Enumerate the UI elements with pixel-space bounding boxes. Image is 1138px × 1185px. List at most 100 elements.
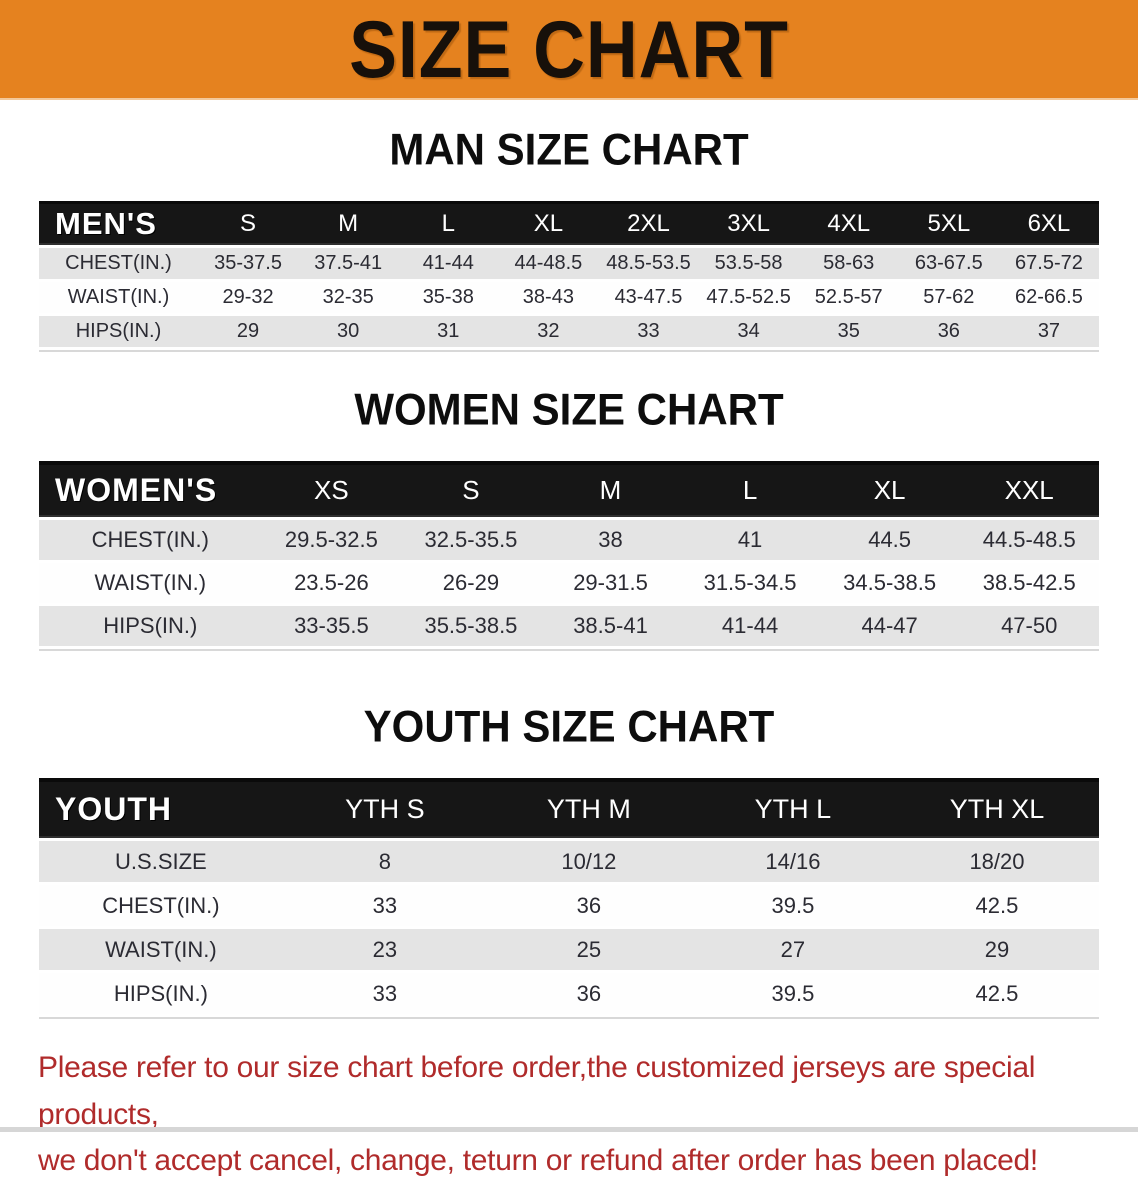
size-value-cell: 41-44 bbox=[721, 613, 779, 638]
size-value-cell: 41-44 bbox=[422, 252, 474, 274]
disclaimer-line-1: Please refer to our size chart before or… bbox=[38, 1051, 1036, 1131]
size-value-cell: 25 bbox=[576, 936, 602, 962]
disclaimer-line-2: we don't accept cancel, change, teturn o… bbox=[38, 1144, 1038, 1177]
size-column-header: 4XL bbox=[798, 201, 899, 245]
size-value-cell: 43-47.5 bbox=[614, 286, 683, 308]
size-column-header: YTH XL bbox=[894, 778, 1099, 838]
size-value-cell: 29-31.5 bbox=[573, 570, 648, 595]
size-chart-content: MAN SIZE CHART MEN'S S M L XL 2XL 3XL 4XL 5XL 6XL… bbox=[0, 125, 1138, 1019]
youth-size-table-wrap: YOUTH YTH S YTH M YTH L YTH XL U.S.SIZE 8 10/12… bbox=[39, 775, 1099, 1019]
size-value-cell: 35-37.5 bbox=[214, 252, 282, 274]
size-value-cell: 23.5-26 bbox=[294, 570, 369, 595]
size-column-header: S bbox=[401, 461, 541, 517]
size-value-cell: 38.5-42.5 bbox=[982, 570, 1076, 595]
size-column-header: L bbox=[680, 461, 820, 517]
size-value-cell: 44-48.5 bbox=[514, 252, 583, 274]
size-value-cell: 41 bbox=[737, 527, 763, 552]
measurement-row-label: HIPS(IN.) bbox=[103, 613, 198, 638]
order-disclaimer: Please refer to our size chart before or… bbox=[0, 1045, 1138, 1185]
size-column-header: YTH L bbox=[690, 778, 895, 838]
men-size-section: MAN SIZE CHART MEN'S S M L XL 2XL 3XL 4XL 5XL 6XL… bbox=[0, 125, 1138, 352]
size-column-header: XS bbox=[261, 461, 402, 517]
measurement-row-label: WAIST(IN.) bbox=[94, 570, 207, 595]
measurement-row: HIPS(IN.) 33-35.5 35.5-38.5 38.5-41 41-44 44-… bbox=[39, 606, 1099, 646]
size-value-cell: 29-32 bbox=[222, 286, 274, 308]
size-value-cell: 53.5-58 bbox=[714, 252, 783, 274]
size-value-cell: 36 bbox=[576, 892, 602, 918]
size-value-cell: 35 bbox=[837, 320, 860, 342]
measurement-row: HIPS(IN.) 29 30 31 32 33 34 35 36 37 bbox=[39, 316, 1099, 347]
size-value-cell: 47.5-52.5 bbox=[706, 286, 791, 308]
size-column-header: 3XL bbox=[698, 201, 799, 245]
measurement-row-label: HIPS(IN.) bbox=[113, 980, 208, 1006]
measurement-row: CHEST(IN.) 33 36 39.5 42.5 bbox=[39, 885, 1099, 926]
size-value-cell: 33 bbox=[372, 892, 398, 918]
size-value-cell: 48.5-53.5 bbox=[606, 252, 691, 274]
size-value-cell: 38 bbox=[598, 527, 623, 552]
measurement-row: CHEST(IN.) 35-37.5 37.5-41 41-44 44-48.5 48.5… bbox=[39, 248, 1099, 279]
table-corner-label: WOMEN'S bbox=[39, 461, 262, 517]
size-value-cell: 36 bbox=[576, 980, 602, 1006]
bottom-border-line bbox=[0, 1127, 1138, 1132]
size-value-cell: 35-38 bbox=[422, 286, 474, 308]
size-column-header: L bbox=[398, 201, 499, 245]
men-size-table-wrap: MEN'S S M L XL 2XL 3XL 4XL 5XL 6XL CHEST(IN.) 35-37… bbox=[39, 198, 1099, 352]
table-corner-label: MEN'S bbox=[39, 201, 198, 245]
size-value-cell: 38-43 bbox=[522, 286, 574, 308]
size-column-header: 2XL bbox=[598, 201, 699, 245]
size-value-cell: 14/16 bbox=[765, 848, 821, 874]
youth-size-table: YOUTH YTH S YTH M YTH L YTH XL U.S.SIZE 8 10/12… bbox=[39, 775, 1099, 1017]
size-value-cell: 32-35 bbox=[322, 286, 374, 308]
size-value-cell: 32 bbox=[537, 320, 560, 342]
youth-size-section: YOUTH SIZE CHART YOUTH YTH S YTH M YTH L YTH… bbox=[0, 702, 1138, 1019]
table-corner-label: YOUTH bbox=[39, 778, 283, 838]
size-value-cell: 31.5-34.5 bbox=[703, 570, 797, 595]
size-value-cell: 67.5-72 bbox=[1015, 252, 1083, 274]
size-value-cell: 29 bbox=[236, 320, 260, 342]
size-value-cell: 10/12 bbox=[561, 848, 617, 874]
measurement-row-label: CHEST(IN.) bbox=[102, 892, 220, 918]
size-value-cell: 44-47 bbox=[861, 613, 918, 638]
size-value-cell: 39.5 bbox=[771, 892, 815, 918]
measurement-row-label: WAIST(IN.) bbox=[67, 286, 170, 308]
size-column-header: 6XL bbox=[998, 201, 1099, 245]
size-value-cell: 34.5-38.5 bbox=[843, 570, 937, 595]
size-value-cell: 27 bbox=[780, 936, 806, 962]
size-value-cell: 31 bbox=[437, 320, 460, 342]
size-value-cell: 8 bbox=[378, 848, 391, 874]
measurement-row-label: CHEST(IN.) bbox=[65, 252, 172, 274]
size-value-cell: 37.5-41 bbox=[314, 252, 383, 274]
measurement-row: U.S.SIZE 8 10/12 14/16 18/20 bbox=[39, 841, 1099, 882]
size-column-header: YTH M bbox=[486, 778, 691, 838]
measurement-row-label: CHEST(IN.) bbox=[91, 527, 209, 552]
size-value-cell: 58-63 bbox=[823, 252, 875, 274]
size-chart-banner: SIZE CHART bbox=[0, 0, 1138, 100]
size-value-cell: 44.5-48.5 bbox=[982, 527, 1076, 552]
size-column-header: S bbox=[198, 201, 299, 245]
size-value-cell: 34 bbox=[737, 320, 760, 342]
size-value-cell: 23 bbox=[372, 936, 398, 962]
size-value-cell: 32.5-35.5 bbox=[424, 527, 518, 552]
size-column-header: XL bbox=[819, 461, 960, 517]
size-value-cell: 30 bbox=[337, 320, 360, 342]
measurement-row-label: WAIST(IN.) bbox=[105, 936, 217, 962]
size-value-cell: 35.5-38.5 bbox=[424, 613, 518, 638]
size-table-header-row: MEN'S S M L XL 2XL 3XL 4XL 5XL 6XL bbox=[39, 201, 1099, 245]
size-value-cell: 47-50 bbox=[1001, 613, 1058, 638]
size-value-cell: 38.5-41 bbox=[573, 613, 648, 638]
women-size-table-wrap: WOMEN'S XS S M L XL XXL CHEST(IN.) 29.5-32.5 32.5… bbox=[39, 458, 1099, 651]
women-size-section: WOMEN SIZE CHART WOMEN'S XS S M L XL XXL CHEST(… bbox=[0, 385, 1138, 651]
size-column-header: M bbox=[298, 201, 399, 245]
size-value-cell: 39.5 bbox=[771, 980, 815, 1006]
size-column-header: M bbox=[540, 461, 681, 517]
women-size-table: WOMEN'S XS S M L XL XXL CHEST(IN.) 29.5-32.5 32.5… bbox=[39, 458, 1099, 649]
size-column-header: XL bbox=[498, 201, 599, 245]
size-column-header: 5XL bbox=[898, 201, 999, 245]
size-value-cell: 52.5-57 bbox=[814, 286, 883, 308]
measurement-row: WAIST(IN.) 23 25 27 29 bbox=[39, 929, 1099, 970]
size-column-header: YTH S bbox=[282, 778, 487, 838]
size-value-cell: 29.5-32.5 bbox=[284, 527, 378, 552]
size-value-cell: 33-35.5 bbox=[294, 613, 369, 638]
measurement-row-label: U.S.SIZE bbox=[115, 848, 207, 874]
measurement-row-label: HIPS(IN.) bbox=[75, 320, 162, 342]
